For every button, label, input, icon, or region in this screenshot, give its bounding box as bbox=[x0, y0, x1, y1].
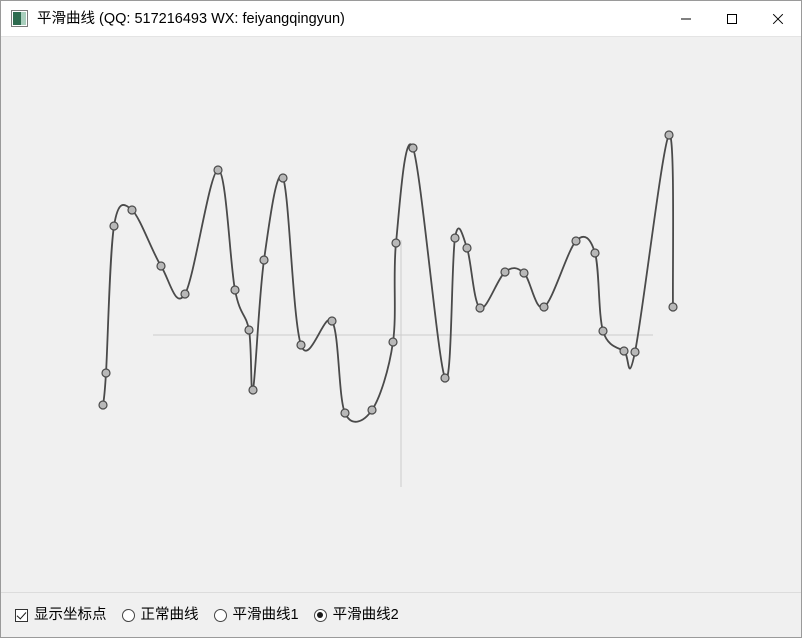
data-point-marker[interactable] bbox=[519, 268, 529, 278]
data-point-marker[interactable] bbox=[450, 233, 460, 243]
data-point-marker[interactable] bbox=[664, 130, 674, 140]
radio-smooth-curve-2[interactable]: 平滑曲线2 bbox=[313, 607, 399, 623]
curve-line bbox=[102, 134, 675, 423]
data-point-marker[interactable] bbox=[244, 325, 254, 335]
window-title: 平滑曲线 (QQ: 517216493 WX: feiyangqingyun) bbox=[37, 10, 345, 27]
data-point-marker[interactable] bbox=[619, 346, 629, 356]
show-points-label: 显示坐标点 bbox=[34, 607, 107, 623]
data-point-markers bbox=[98, 130, 678, 418]
data-point-marker[interactable] bbox=[391, 238, 401, 248]
data-point-marker[interactable] bbox=[590, 248, 600, 258]
data-point-marker[interactable] bbox=[440, 373, 450, 383]
data-point-marker[interactable] bbox=[367, 405, 377, 415]
smooth-curve-plot bbox=[98, 130, 678, 487]
radio-button[interactable] bbox=[313, 608, 327, 622]
data-point-marker[interactable] bbox=[571, 236, 581, 246]
data-point-marker[interactable] bbox=[213, 165, 223, 175]
data-point-marker[interactable] bbox=[296, 340, 306, 350]
data-point-marker[interactable] bbox=[109, 221, 119, 231]
title-bar-left: 平滑曲线 (QQ: 517216493 WX: feiyangqingyun) bbox=[1, 10, 663, 28]
data-point-marker[interactable] bbox=[539, 302, 549, 312]
data-point-marker[interactable] bbox=[101, 368, 111, 378]
data-point-marker[interactable] bbox=[156, 261, 166, 271]
axis-lines bbox=[153, 240, 653, 487]
data-point-marker[interactable] bbox=[630, 347, 640, 357]
window-controls bbox=[663, 1, 801, 37]
data-point-marker[interactable] bbox=[180, 289, 190, 299]
data-point-marker[interactable] bbox=[388, 337, 398, 347]
radio-button[interactable] bbox=[213, 608, 227, 622]
data-point-marker[interactable] bbox=[259, 255, 269, 265]
data-point-marker[interactable] bbox=[278, 173, 288, 183]
data-point-marker[interactable] bbox=[475, 303, 485, 313]
control-bar: 显示坐标点 正常曲线 平滑曲线1 平滑曲线2 bbox=[1, 592, 801, 637]
minimize-icon bbox=[681, 18, 691, 19]
minimize-button[interactable] bbox=[663, 1, 709, 37]
maximize-icon bbox=[727, 13, 737, 24]
app-icon bbox=[11, 10, 28, 27]
data-point-marker[interactable] bbox=[230, 285, 240, 295]
radio-smooth-curve-1[interactable]: 平滑曲线1 bbox=[213, 607, 299, 623]
show-points-checkbox[interactable]: 显示坐标点 bbox=[15, 607, 107, 623]
data-point-marker[interactable] bbox=[500, 267, 510, 277]
data-point-marker[interactable] bbox=[668, 302, 678, 312]
radio-smooth-curve-2-label: 平滑曲线2 bbox=[332, 607, 399, 623]
maximize-button[interactable] bbox=[709, 1, 755, 37]
data-point-marker[interactable] bbox=[408, 143, 418, 153]
radio-normal-curve-label: 正常曲线 bbox=[140, 607, 199, 623]
title-bar: 平滑曲线 (QQ: 517216493 WX: feiyangqingyun) bbox=[1, 1, 801, 37]
data-point-marker[interactable] bbox=[327, 316, 337, 326]
chart-canvas[interactable] bbox=[1, 37, 801, 592]
radio-smooth-curve-1-label: 平滑曲线1 bbox=[232, 607, 299, 623]
data-point-marker[interactable] bbox=[98, 400, 108, 410]
data-point-marker[interactable] bbox=[598, 326, 608, 336]
close-icon bbox=[772, 13, 784, 24]
radio-normal-curve[interactable]: 正常曲线 bbox=[121, 607, 199, 623]
data-point-marker[interactable] bbox=[462, 243, 472, 253]
data-point-marker[interactable] bbox=[248, 385, 258, 395]
checkbox-box[interactable] bbox=[15, 608, 28, 622]
close-button[interactable] bbox=[755, 1, 801, 37]
data-point-marker[interactable] bbox=[127, 205, 137, 215]
radio-button[interactable] bbox=[121, 608, 135, 622]
data-point-marker[interactable] bbox=[340, 408, 350, 418]
